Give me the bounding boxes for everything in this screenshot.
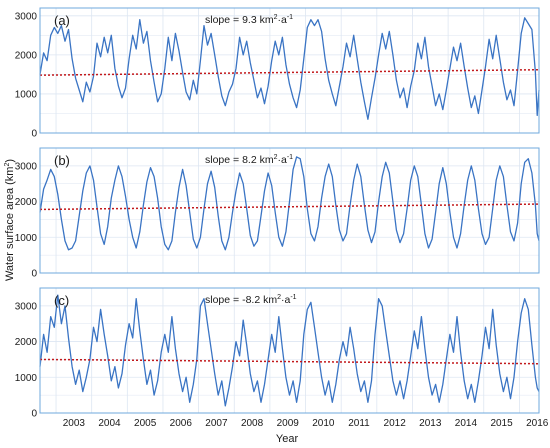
- y-tick-label: 1000: [15, 89, 38, 100]
- y-tick-label: 2000: [15, 337, 38, 348]
- slope-unit-sup: -1: [287, 14, 293, 21]
- y-tick-label: 1000: [15, 373, 38, 384]
- x-tick-labels: 2003 2004 2005 2006 2007 2008 2009 2010 2011 2012…: [63, 418, 549, 429]
- slope-text: slope = 8.2 km: [205, 154, 274, 166]
- slope-unit: ·a: [281, 294, 290, 306]
- x-tick-label: 2012: [384, 418, 407, 429]
- x-axis-title: Year: [276, 433, 299, 445]
- y-tick-label: 0: [31, 129, 37, 140]
- x-tick-label: 2009: [277, 418, 300, 429]
- panel-1: 0 1000 2000 3000 (a) slope = 9.3 km2·a-1: [15, 7, 540, 140]
- x-tick-label: 2008: [241, 418, 264, 429]
- panel-frame: [39, 147, 540, 274]
- panel-label: (a): [54, 13, 70, 28]
- series-line: [39, 156, 540, 251]
- y-tick-label: 3000: [15, 161, 38, 172]
- series-line: [39, 294, 540, 407]
- slope-unit: ·a: [277, 154, 286, 166]
- x-tick-label: 2015: [490, 418, 513, 429]
- slope-annotation: slope = 8.2 km2·a-1: [205, 154, 293, 166]
- panel-3: 0 1000 2000 3000 (c) slope = -8.2 km2·a-1: [15, 287, 540, 420]
- x-tick-label: 2007: [205, 418, 228, 429]
- slope-text: slope = -8.2 km: [205, 294, 277, 306]
- panel-frame: [39, 7, 540, 134]
- trend-line: [39, 203, 540, 211]
- slope-annotation: slope = 9.3 km2·a-1: [205, 14, 293, 26]
- x-tick-label: 2013: [419, 418, 442, 429]
- slope-text: slope = 9.3 km: [205, 14, 274, 26]
- y-axis-title-suffix: ): [4, 159, 16, 163]
- slope-annotation: slope = -8.2 km2·a-1: [205, 294, 297, 306]
- y-tick-label: 2000: [15, 50, 38, 61]
- y-tick-label: 3000: [15, 11, 38, 22]
- slope-unit-sup: -1: [290, 294, 296, 301]
- x-tick-label: 2005: [134, 418, 157, 429]
- panel-2: 0 1000 2000 3000 (b) slope = 8.2 km2·a-1: [15, 147, 540, 280]
- x-tick-label: 2010: [312, 418, 335, 429]
- y-axis-title-sup: 2: [4, 163, 11, 167]
- slope-unit-sup: -1: [287, 154, 293, 161]
- trend-line: [39, 68, 540, 76]
- slope-sup: 2: [274, 154, 278, 161]
- slope-unit: ·a: [277, 14, 286, 26]
- y-axis-title: Water surface area (km2): [4, 159, 16, 281]
- y-tick-label: 1000: [15, 233, 38, 244]
- x-tick-label: 2003: [63, 418, 86, 429]
- panel-frame: [39, 287, 540, 414]
- panel-label: (c): [54, 293, 69, 308]
- x-tick-label: 2014: [455, 418, 478, 429]
- x-tick-label: 2006: [170, 418, 193, 429]
- x-tick-label: 2011: [348, 418, 370, 429]
- y-tick-label: 3000: [15, 301, 38, 312]
- y-tick-label: 0: [31, 409, 37, 420]
- y-tick-label: 2000: [15, 197, 38, 208]
- slope-sup: 2: [277, 294, 281, 301]
- series-line: [39, 17, 540, 120]
- panel-label: (b): [54, 153, 70, 168]
- trend-line: [39, 358, 540, 365]
- y-tick-label: 0: [31, 269, 37, 280]
- x-tick-label: 2016: [526, 418, 549, 429]
- y-axis-title-text: Water surface area (km: [4, 167, 16, 282]
- slope-sup: 2: [274, 14, 278, 21]
- x-tick-label: 2004: [98, 418, 121, 429]
